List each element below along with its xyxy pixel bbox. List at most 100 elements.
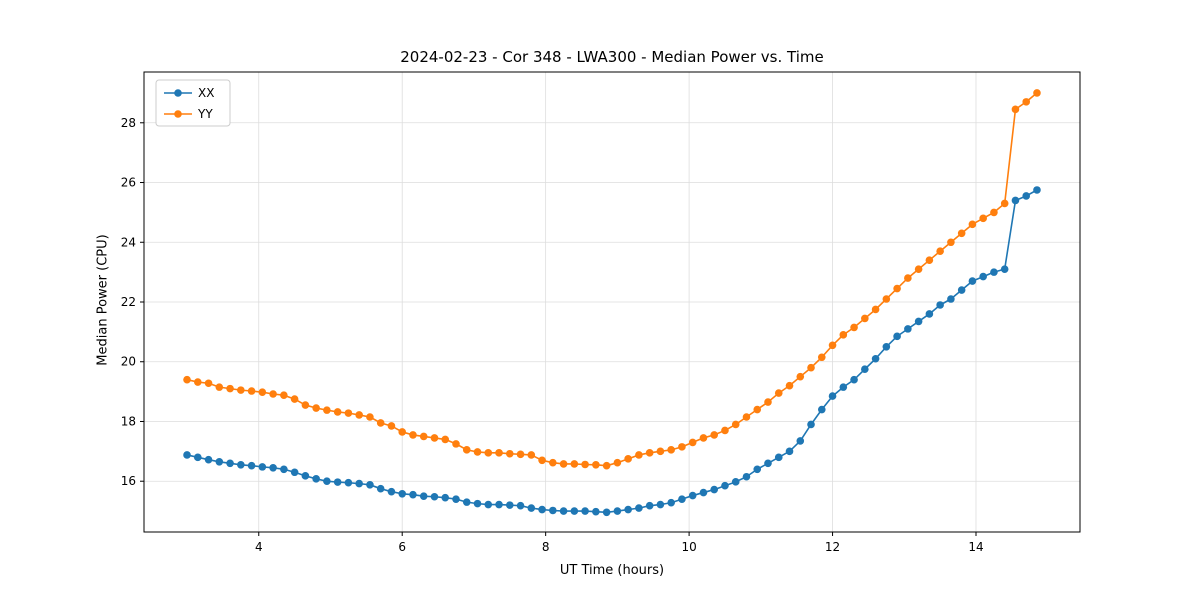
series-marker-xx: [570, 507, 579, 515]
series-marker-xx: [731, 478, 740, 486]
series-marker-xx: [549, 506, 557, 515]
series-marker-yy: [333, 408, 342, 416]
series-marker-yy: [871, 305, 880, 314]
series-marker-yy: [850, 323, 858, 332]
series-marker-yy: [398, 428, 407, 436]
series-marker-xx: [269, 463, 277, 472]
series-marker-yy: [355, 411, 363, 419]
series-marker-xx: [333, 478, 342, 486]
series-marker-xx: [624, 505, 632, 514]
series-marker-yy: [721, 426, 729, 435]
series-marker-xx: [419, 492, 428, 500]
series-marker-xx: [710, 485, 719, 494]
chart-title: 2024-02-23 - Cor 348 - LWA300 - Median P…: [400, 48, 824, 66]
series-marker-xx: [807, 420, 815, 429]
series-marker-xx: [484, 500, 493, 509]
series-marker-yy: [1011, 105, 1020, 114]
series-marker-xx: [742, 472, 751, 481]
series-marker-yy: [635, 451, 643, 459]
x-axis-label: UT Time (hours): [559, 563, 665, 578]
series-marker-xx: [602, 508, 611, 517]
series-marker-yy: [785, 381, 794, 390]
series-marker-yy: [409, 431, 417, 439]
series-marker-xx: [355, 479, 363, 488]
series-marker-yy: [215, 383, 224, 391]
series-marker-yy: [258, 388, 267, 397]
series-marker-yy: [753, 405, 762, 414]
series-marker-yy: [441, 435, 450, 444]
series-marker-xx: [505, 501, 514, 509]
series-marker-yy: [376, 419, 385, 427]
series-marker-xx: [893, 332, 901, 341]
series-marker-xx: [828, 392, 837, 400]
series-marker-xx: [947, 295, 955, 303]
series-marker-yy: [602, 461, 611, 470]
series-marker-yy: [204, 379, 213, 388]
series-marker-xx: [473, 499, 482, 508]
series-marker-xx: [656, 500, 665, 509]
series-marker-yy: [861, 314, 869, 323]
series-marker-xx: [312, 475, 320, 483]
series-marker-yy: [742, 413, 751, 421]
series-marker-xx: [882, 343, 891, 351]
series-marker-yy: [667, 446, 675, 454]
series-marker-yy: [570, 460, 579, 468]
series-marker-xx: [1000, 265, 1009, 273]
y-tick-label: 28: [121, 116, 136, 130]
series-marker-xx: [280, 465, 288, 474]
series-marker-xx: [861, 365, 869, 374]
series-marker-xx: [441, 493, 450, 502]
series-marker-xx: [301, 472, 310, 480]
series-marker-xx: [237, 460, 245, 469]
series-marker-yy: [193, 378, 202, 386]
series-marker-yy: [914, 265, 923, 273]
series-marker-yy: [237, 386, 245, 394]
series-marker-xx: [290, 468, 299, 477]
series-marker-yy: [731, 420, 740, 429]
series-marker-xx: [516, 501, 525, 510]
legend-box: [155, 79, 231, 127]
series-marker-yy: [366, 413, 374, 421]
series-marker-xx: [990, 268, 998, 276]
series-marker-yy: [1033, 89, 1041, 97]
series-marker-yy: [839, 331, 848, 339]
series-marker-xx: [871, 354, 880, 363]
series-marker-yy: [774, 389, 783, 397]
series-marker-yy: [484, 449, 493, 457]
series-marker-xx: [925, 310, 934, 318]
legend-marker-xx: [174, 89, 182, 97]
series-marker-xx: [193, 453, 202, 462]
series-marker-yy: [430, 434, 439, 442]
x-tick-label: 12: [825, 540, 840, 554]
series-marker-xx: [613, 507, 622, 515]
series-marker-xx: [1011, 196, 1020, 205]
series-marker-yy: [226, 384, 234, 393]
series-marker-yy: [462, 446, 471, 454]
series-marker-yy: [807, 363, 815, 372]
series-marker-yy: [505, 449, 514, 458]
x-tick-label: 4: [255, 540, 263, 554]
series-marker-yy: [581, 460, 589, 469]
series-marker-xx: [850, 375, 858, 384]
series-marker-xx: [344, 478, 353, 487]
series-marker-yy: [549, 458, 557, 467]
series-marker-xx: [774, 453, 783, 462]
series-marker-yy: [559, 460, 568, 468]
series-marker-yy: [1000, 199, 1009, 208]
y-tick-label: 20: [121, 355, 136, 369]
series-marker-xx: [581, 507, 589, 515]
series-marker-yy: [893, 284, 901, 293]
series-marker-yy: [495, 449, 503, 457]
series-marker-xx: [968, 277, 977, 285]
series-marker-xx: [258, 463, 267, 471]
y-tick-label: 16: [121, 474, 136, 488]
series-marker-yy: [613, 458, 622, 467]
series-marker-yy: [301, 401, 310, 409]
series-marker-yy: [538, 456, 546, 465]
series-marker-yy: [419, 432, 428, 441]
series-marker-xx: [559, 507, 568, 515]
series-marker-yy: [527, 451, 536, 459]
series-marker-yy: [645, 449, 654, 457]
series-marker-xx: [796, 437, 805, 445]
